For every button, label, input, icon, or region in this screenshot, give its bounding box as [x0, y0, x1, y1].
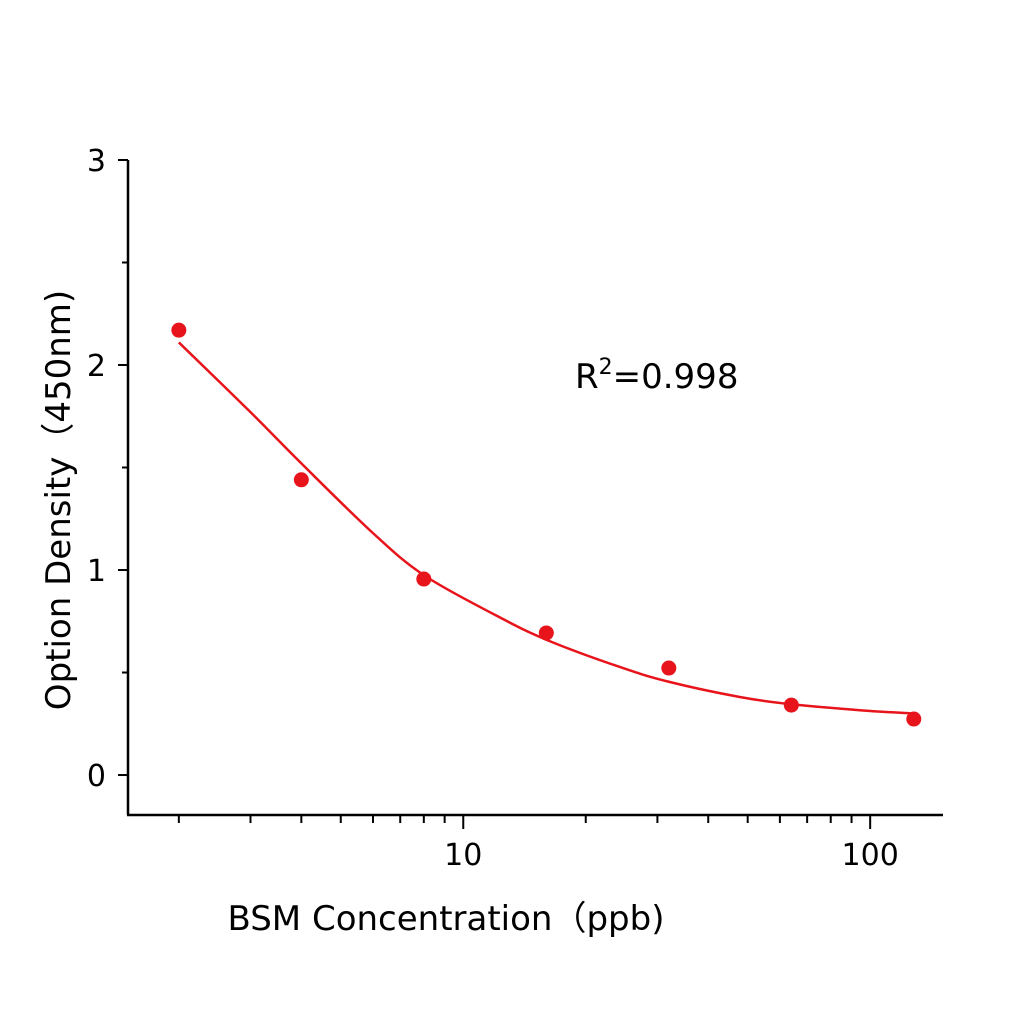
- data-point: [783, 697, 799, 713]
- y-axis-label: Option Density（450nm): [39, 290, 79, 710]
- axes: [126, 160, 943, 817]
- y-tick-label: 2: [87, 349, 106, 384]
- x-axis-label: BSM Concentration（ppb): [228, 899, 665, 939]
- data-point: [171, 322, 187, 338]
- y-tick-label: 3: [87, 144, 106, 179]
- r-squared-annotation: R2=0.998: [575, 355, 738, 397]
- x-tick-label: 100: [842, 838, 899, 873]
- y-tick-label: 1: [87, 554, 106, 589]
- y-tick-label: 0: [87, 759, 106, 794]
- data-point: [906, 711, 922, 727]
- data-points: [171, 322, 922, 727]
- data-point: [661, 660, 677, 676]
- fit-curve: [177, 341, 914, 715]
- data-point: [538, 625, 554, 641]
- x-tick-label: 10: [444, 838, 482, 873]
- data-point: [416, 571, 432, 587]
- ticks: 0 1 2 3 10 100: [87, 144, 899, 873]
- data-point: [293, 472, 309, 488]
